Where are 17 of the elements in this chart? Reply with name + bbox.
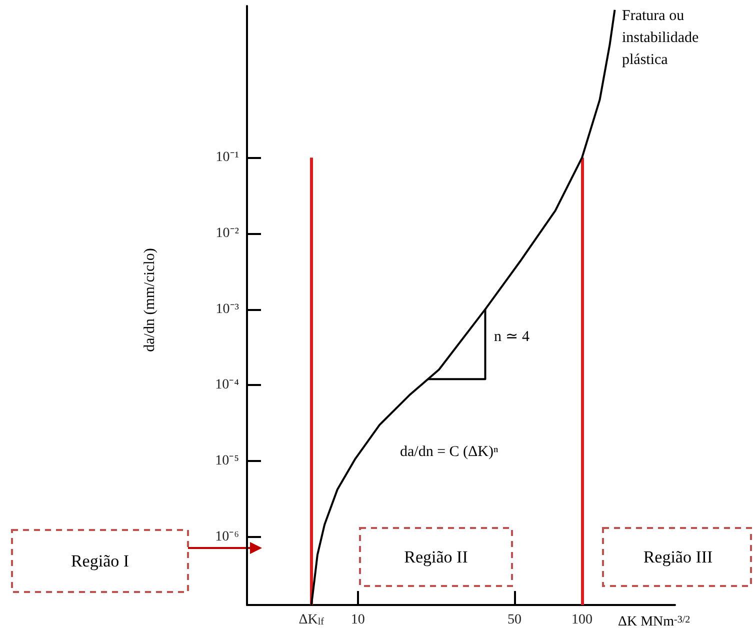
- y-tick-label: 10⁻³: [216, 302, 239, 317]
- x-tick-label: ΔKlf: [298, 612, 325, 628]
- annotation: Região III: [643, 548, 714, 566]
- y-tick-label: 10⁻⁶: [215, 529, 240, 544]
- annotation: Fratura ou instabilidade plástica: [622, 8, 699, 68]
- x-tick-label: 50: [508, 612, 522, 628]
- annotation: Região II: [404, 548, 468, 566]
- x-tick-label: 10: [350, 612, 365, 628]
- annotation: n ≃ 4: [494, 329, 530, 345]
- annotation: da/dn = C (ΔK)ⁿ: [400, 444, 499, 460]
- y-tick-label: 10⁻⁵: [215, 453, 240, 468]
- y-axis-title: da/dn (mm/ciclo): [142, 248, 158, 352]
- text: Região I: [70, 552, 130, 570]
- y-tick-label: 10⁻²: [216, 226, 239, 241]
- x-tick-label: 100: [572, 612, 593, 628]
- y-tick-label: 10⁻¹: [216, 150, 239, 166]
- y-tick-label: 10⁻⁴: [215, 378, 240, 393]
